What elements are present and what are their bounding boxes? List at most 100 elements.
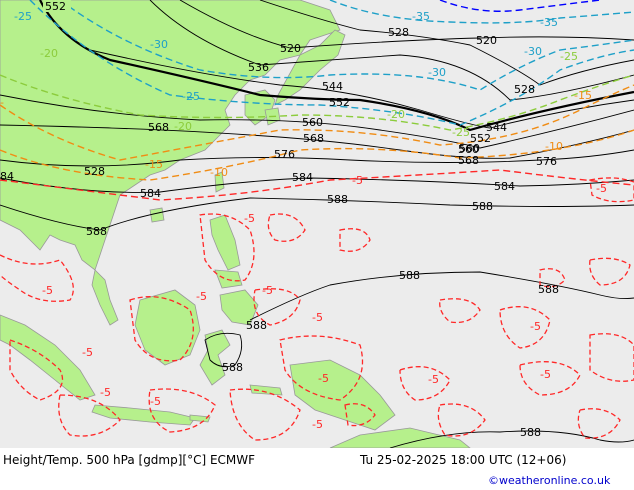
height-label: 528: [84, 165, 105, 178]
height-label: 544: [486, 121, 507, 134]
height-label: 588: [246, 319, 267, 332]
contour-528: [259, 0, 634, 86]
temp-label: -5: [318, 372, 329, 385]
height-label: 568: [148, 121, 169, 134]
contour-552-bold: [39, 0, 634, 132]
temp-label: -5: [100, 386, 111, 399]
new-guinea: [289, 359, 396, 431]
height-label: 528: [514, 83, 535, 96]
contour-520: [179, 0, 634, 49]
height-label: 560: [458, 143, 479, 156]
temp-label: -5: [82, 346, 93, 359]
temp-label: -10: [210, 166, 228, 179]
weather-map: 552 520 528 536 520 544 552 528 560 568 …: [0, 0, 634, 448]
temp-label: -5: [196, 290, 207, 303]
temp-minus35-blue: [439, 0, 601, 12]
height-label: 560: [302, 116, 323, 129]
contour-588-local: [204, 332, 243, 368]
temp-label: -30: [428, 66, 446, 79]
edge-label: -: [0, 96, 4, 109]
temp-label: -25: [452, 126, 470, 139]
height-label: 576: [274, 148, 295, 161]
height-label: 584: [140, 187, 161, 200]
temp-label: -5: [312, 418, 323, 431]
temp-label: -25: [560, 50, 578, 63]
temp-label: -5: [428, 373, 439, 386]
height-label: 584: [292, 171, 313, 184]
height-label: 568: [303, 132, 324, 145]
temp-label: -35: [540, 16, 558, 29]
temp-minus30: [59, 0, 634, 91]
borneo: [134, 289, 201, 366]
temp-label: -5: [244, 212, 255, 225]
temp-label: -5: [262, 284, 273, 297]
temp-label: -25: [182, 90, 200, 103]
contour-584: [0, 177, 634, 193]
taiwan: [214, 171, 225, 193]
height-label: 588: [86, 225, 107, 238]
map-title: Height/Temp. 500 hPa [gdmp][°C] ECMWF: [3, 453, 256, 467]
temp-minus5-scattered: [0, 177, 634, 441]
hainan: [149, 207, 165, 223]
height-label: 536: [248, 61, 269, 74]
height-label: 552: [45, 0, 66, 13]
temp-label: -5: [42, 284, 53, 297]
temp-label: -30: [524, 45, 542, 58]
visayas: [214, 269, 243, 289]
land-masses: [0, 0, 471, 448]
height-contours: [0, 0, 634, 448]
height-label: 520: [280, 42, 301, 55]
temp-label: -30: [150, 38, 168, 51]
temp-minus5: [0, 169, 634, 201]
contour-560: [0, 94, 634, 149]
height-label: 528: [388, 26, 409, 39]
edge-label: 84: [0, 170, 14, 183]
height-label: 588: [538, 283, 559, 296]
valid-time: Tu 25-02-2025 18:00 UTC (12+06): [360, 453, 567, 467]
temp-minus35: [329, 0, 634, 24]
temp-minus25: [29, 0, 634, 126]
temp-label: -35: [412, 10, 430, 23]
temp-label: -15: [574, 89, 592, 102]
height-label: 576: [536, 155, 557, 168]
map-footer: Height/Temp. 500 hPa [gdmp][°C] ECMWF Tu…: [0, 448, 634, 490]
source-credit[interactable]: ©weatheronline.co.uk: [488, 474, 611, 487]
height-label: 544: [322, 80, 343, 93]
malay-peninsula: [91, 269, 119, 326]
height-label: 588: [327, 193, 348, 206]
height-label: 588: [399, 269, 420, 282]
height-label: 588: [222, 361, 243, 374]
sulawesi: [199, 329, 231, 386]
temp-label: -20: [40, 47, 58, 60]
luzon: [209, 214, 241, 271]
temp-label: -5: [312, 311, 323, 324]
height-label: 588: [472, 200, 493, 213]
height-label: 552: [329, 96, 350, 109]
temp-label: -5: [540, 368, 551, 381]
temp-minus15: [0, 84, 634, 161]
small-islands-east: [189, 384, 283, 423]
sumatra: [0, 314, 96, 401]
mindanao: [219, 289, 259, 326]
temp-labels: -25 -30 -35 -35 -30 -30 -25 -25 -20 -25 …: [0, 10, 607, 431]
contour-588-se: [389, 430, 634, 448]
height-label: 588: [520, 426, 541, 439]
height-label: 520: [476, 34, 497, 47]
temp-label: -5: [150, 395, 161, 408]
height-label: 568: [458, 154, 479, 167]
height-label: 552: [470, 132, 491, 145]
temp-label: -25: [14, 10, 32, 23]
temp-label: -5: [352, 174, 363, 187]
contour-588-north: [0, 197, 634, 231]
temp-contours: [0, 0, 634, 201]
temp-label: -20: [174, 120, 192, 133]
height-labels: 552 520 528 536 520 544 552 528 560 568 …: [0, 0, 559, 439]
height-label: 560: [459, 142, 480, 155]
temp-label: -5: [530, 320, 541, 333]
temp-label: -10: [545, 140, 563, 153]
contour-536: [149, 0, 634, 101]
contour-544: [89, 49, 634, 129]
java: [91, 404, 196, 426]
height-label: 584: [494, 180, 515, 193]
temp-label: -15: [145, 158, 163, 171]
